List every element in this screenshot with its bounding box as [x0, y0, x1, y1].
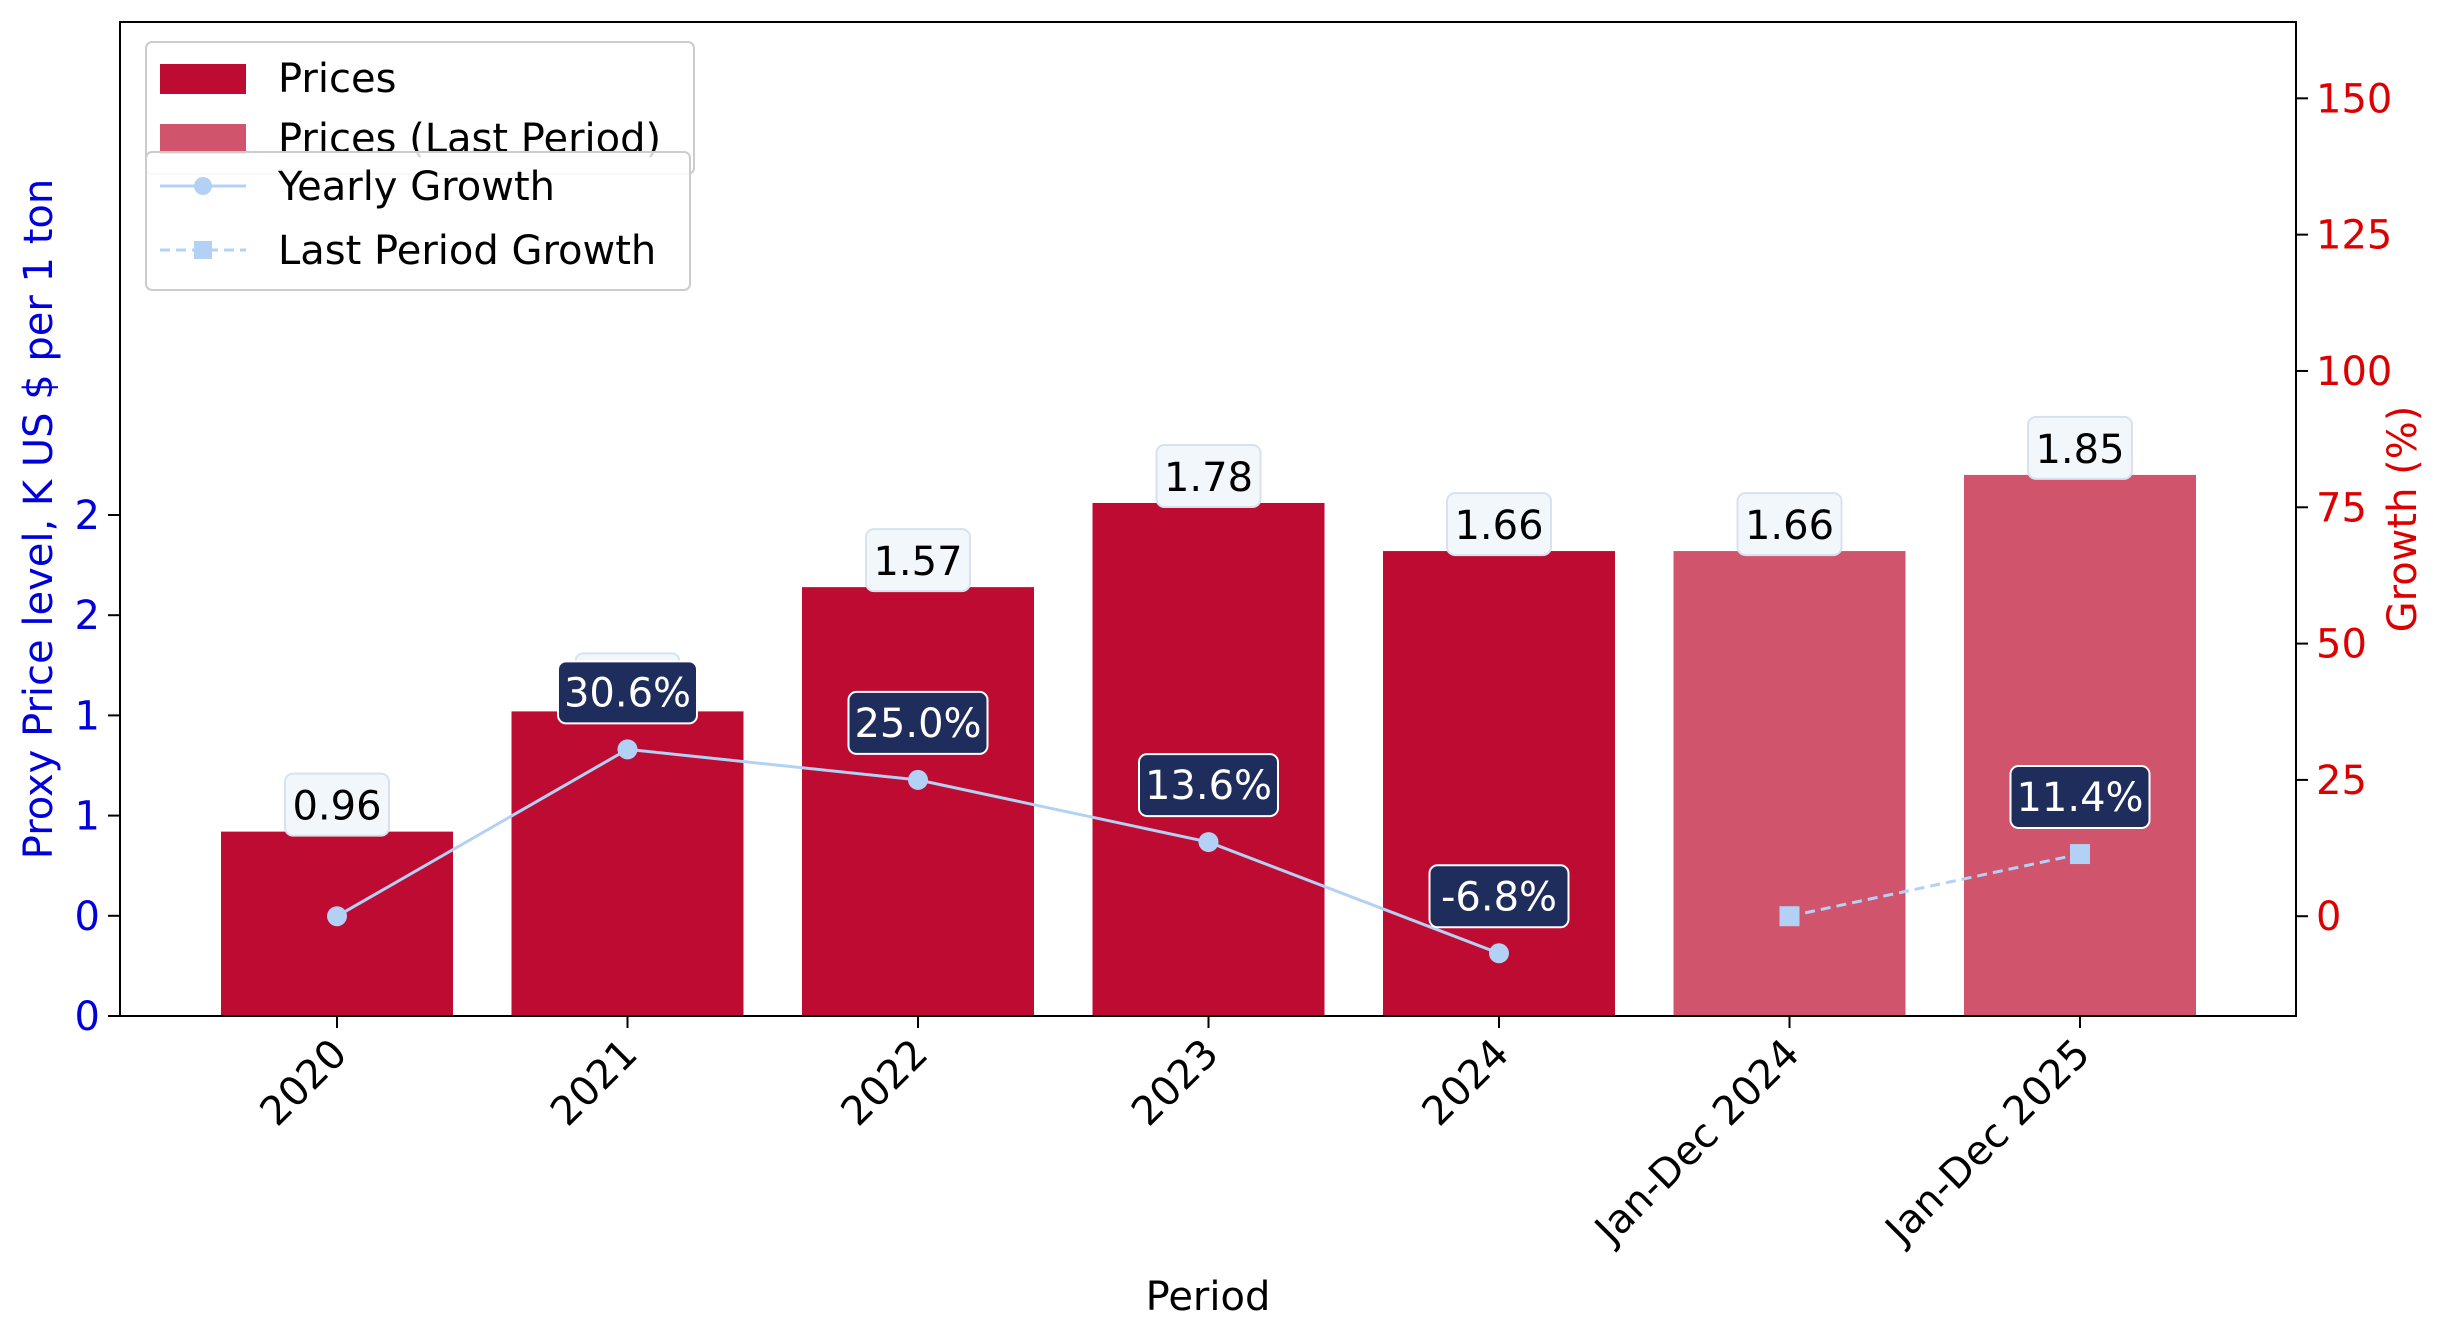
right-tick-label: 75 [2316, 485, 2367, 531]
left-tick-label: 1 [75, 693, 100, 739]
bar-value-label: 1.85 [2027, 415, 2133, 480]
svg-text:-6.8%: -6.8% [1441, 874, 1557, 920]
bar-jan-dec-2025 [1964, 474, 2196, 1017]
growth-value-label: 25.0% [847, 690, 989, 755]
left-tick-label: 0 [75, 994, 100, 1040]
bar-2022 [802, 587, 1034, 1016]
svg-text:11.4%: 11.4% [2016, 775, 2143, 821]
right-tick-label: 150 [2316, 76, 2392, 122]
growth-value-label: 13.6% [1138, 753, 1279, 818]
growth-point [327, 906, 347, 927]
growth-value-label: 30.6% [557, 660, 698, 725]
growth-point [1489, 943, 1509, 964]
growth-value-label: -6.8% [1428, 864, 1570, 929]
svg-text:1.85: 1.85 [2035, 427, 2124, 473]
svg-text:1.66: 1.66 [1454, 503, 1543, 549]
growth-point [1779, 906, 1800, 927]
left-tick-label: 2 [75, 593, 100, 639]
bar-2021 [511, 711, 744, 1016]
legend-prices-swatch [160, 64, 246, 94]
x-tick-label: 2023 [1123, 1031, 1228, 1136]
right-tick-label: 50 [2316, 622, 2367, 668]
bars-layer [221, 474, 2196, 1017]
growth-point [2070, 844, 2090, 865]
legend-prices-label: Prices [278, 56, 396, 102]
growth-point [1198, 832, 1219, 853]
lines-layer [327, 739, 2090, 964]
right-tick-label: 100 [2316, 349, 2392, 395]
bar-value-label: 1.66 [1736, 492, 1843, 557]
labels-layer: 0.961.261.571.781.661.661.8530.6%25.0%13… [284, 415, 2151, 929]
legend-yearly-growth-label: Yearly Growth [277, 164, 555, 210]
last-period-growth-line [1789, 852, 2081, 918]
svg-text:1.78: 1.78 [1164, 455, 1253, 501]
growth-value-label: 11.4% [2009, 765, 2151, 830]
bar-value-label: 1.78 [1155, 443, 1262, 508]
right-axis-title: Growth (%) [2380, 406, 2426, 633]
legend-last-growth-marker [194, 241, 212, 259]
legend-prices-last-swatch [160, 124, 246, 154]
x-tick-label: 2020 [252, 1031, 357, 1136]
legend-growth-frame [145, 151, 691, 291]
bar-value-label: 1.66 [1446, 492, 1552, 557]
svg-text:1.57: 1.57 [873, 539, 962, 585]
svg-text:1.66: 1.66 [1745, 503, 1834, 549]
bar-jan-dec-2024 [1673, 551, 1906, 1016]
right-tick-label: 125 [2316, 213, 2392, 259]
legend-prices: Prices Prices (Last Period) [145, 41, 695, 175]
left-tick-label: 0 [75, 894, 100, 940]
bar-value-label: 0.96 [284, 772, 390, 837]
x-tick-label: 2024 [1414, 1031, 1519, 1136]
x-axis-title: Period [1146, 1274, 1271, 1320]
right-tick-label: 0 [2316, 894, 2341, 940]
bar-value-label: 1.57 [865, 528, 971, 593]
right-tick-label: 25 [2316, 758, 2367, 804]
svg-text:30.6%: 30.6% [564, 670, 691, 716]
legend-last-growth-label: Last Period Growth [278, 228, 656, 274]
x-tick-label: 2022 [833, 1031, 938, 1136]
left-axis-title: Proxy Price level, K US $ per 1 ton [16, 179, 62, 859]
svg-text:13.6%: 13.6% [1145, 763, 1272, 809]
left-tick-label: 2 [75, 493, 100, 539]
growth-point [908, 769, 928, 790]
growth-point [617, 739, 638, 760]
left-tick-label: 1 [75, 794, 100, 840]
x-tick-label: Jan-Dec 2024 [1584, 1031, 1808, 1255]
x-tick-label: Jan-Dec 2025 [1875, 1031, 2099, 1255]
svg-text:25.0%: 25.0% [854, 701, 981, 747]
bar-2024 [1383, 551, 1615, 1016]
svg-text:0.96: 0.96 [292, 784, 381, 830]
legend-yearly-growth-marker [194, 177, 212, 195]
legend-growth: Yearly Growth Last Period Growth [145, 151, 691, 291]
x-tick-label: 2021 [542, 1031, 647, 1136]
